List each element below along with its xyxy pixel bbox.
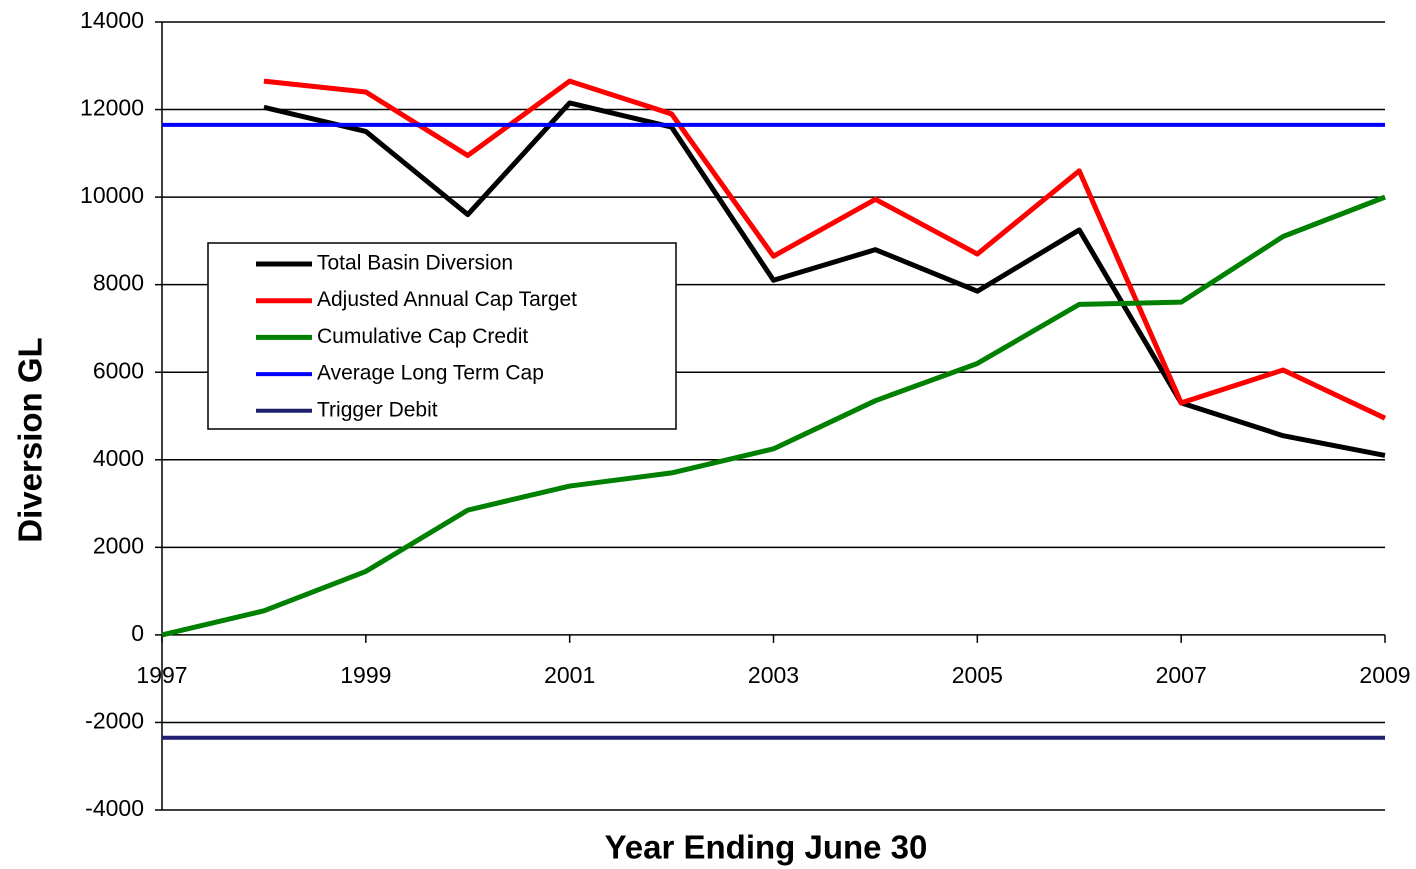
- x-tick-label: 2001: [544, 662, 595, 688]
- series-line: [263, 78, 1387, 421]
- legend-label: Total Basin Diversion: [317, 252, 513, 275]
- legend-label: Trigger Debit: [317, 398, 438, 421]
- y-tick-label: 14000: [80, 7, 144, 33]
- y-axis-title: Diversion GL: [12, 337, 49, 542]
- legend-label: Adjusted Annual Cap Target: [317, 288, 577, 311]
- y-tick-label: 10000: [80, 182, 144, 208]
- x-tick-label: 2007: [1156, 662, 1207, 688]
- y-tick-label: 2000: [93, 532, 144, 558]
- legend: Total Basin Diversion Adjusted Annual Cap…: [207, 242, 677, 430]
- x-axis-title: Year Ending June 30: [605, 829, 928, 866]
- y-tick-label: -2000: [85, 708, 144, 734]
- y-tick-label: -4000: [85, 795, 144, 821]
- y-tick-label: 4000: [93, 445, 144, 471]
- legend-label: Average Long Term Cap: [317, 362, 544, 385]
- x-tick-label: 1997: [136, 662, 187, 688]
- x-tick-label: 2005: [952, 662, 1003, 688]
- legend-label: Cumulative Cap Credit: [317, 325, 528, 348]
- x-tick-label: 1999: [340, 662, 391, 688]
- y-tick-label: 8000: [93, 270, 144, 296]
- x-tick-label: 2003: [748, 662, 799, 688]
- y-tick-label: 12000: [80, 95, 144, 121]
- series-line: [263, 100, 1386, 458]
- series-line: [161, 194, 1386, 638]
- x-tick-label: 2009: [1359, 662, 1410, 688]
- y-tick-label: 0: [131, 620, 144, 646]
- y-tick-label: 6000: [93, 357, 144, 383]
